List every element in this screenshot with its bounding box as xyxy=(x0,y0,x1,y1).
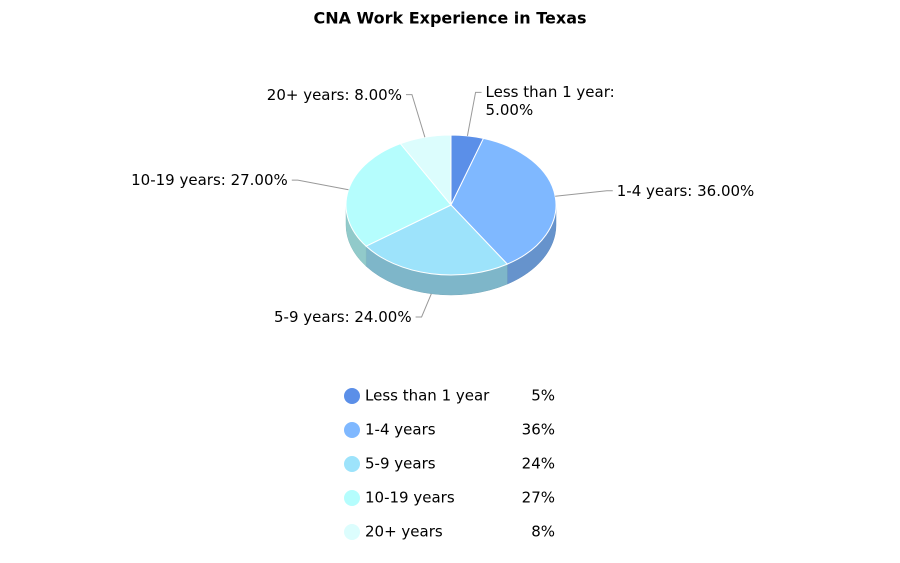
legend-swatch xyxy=(344,388,360,404)
slice xyxy=(345,143,452,247)
legend-swatch xyxy=(344,456,360,472)
legend-value: 36% xyxy=(522,421,555,439)
slice-label: 10-19 years: 27.00% xyxy=(131,171,288,190)
leader-line xyxy=(291,179,349,191)
legend-label: 1-4 years xyxy=(365,421,436,439)
leader-line xyxy=(415,293,432,318)
legend-label: 20+ years xyxy=(365,523,443,541)
slice-label: Less than 1 year: 5.00% xyxy=(485,83,615,120)
leader-line xyxy=(555,190,613,197)
legend-swatch xyxy=(344,524,360,540)
legend-value: 27% xyxy=(522,489,555,507)
legend-swatch xyxy=(344,422,360,438)
slice-label: 5-9 years: 24.00% xyxy=(274,307,412,326)
leader-line xyxy=(466,91,482,136)
slice xyxy=(399,134,452,207)
slice xyxy=(365,204,509,276)
legend-value: 8% xyxy=(531,523,555,541)
legend-label: 5-9 years xyxy=(365,455,436,473)
leader-line xyxy=(405,94,426,138)
legend-value: 24% xyxy=(522,455,555,473)
legend-label: Less than 1 year xyxy=(365,387,490,405)
slice-label: 20+ years: 8.00% xyxy=(266,85,402,104)
legend-value: 5% xyxy=(531,387,555,405)
legend-label: 10-19 years xyxy=(365,489,455,507)
chart-title: CNA Work Experience in Texas xyxy=(313,9,586,28)
legend-swatch xyxy=(344,490,360,506)
slice-label: 1-4 years: 36.00% xyxy=(616,181,755,200)
